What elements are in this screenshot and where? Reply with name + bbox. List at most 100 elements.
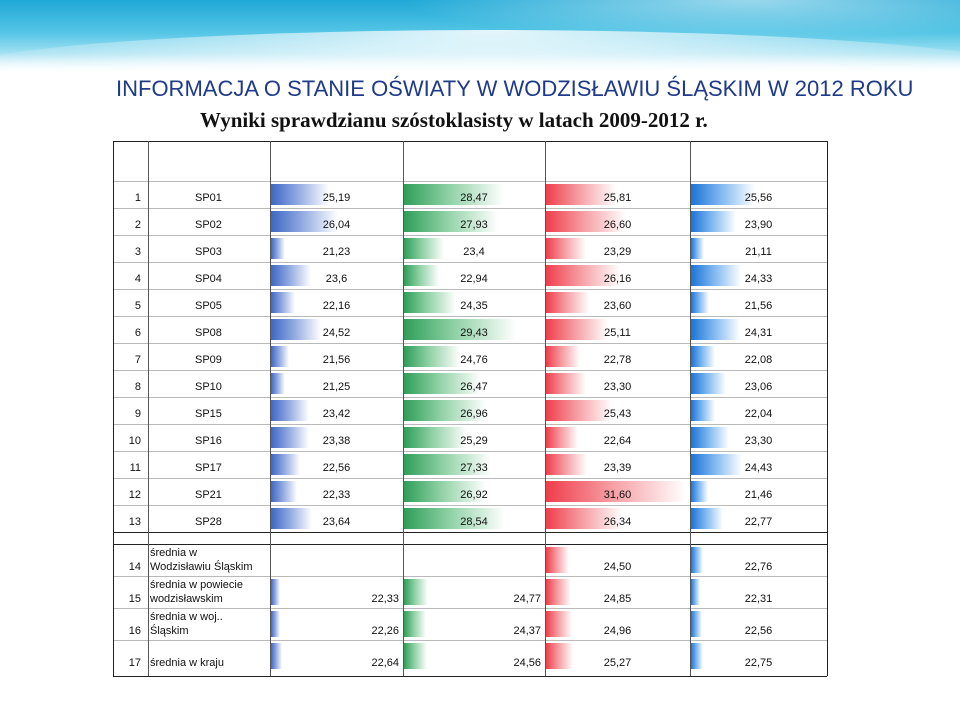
row-divider xyxy=(113,505,827,506)
score-value-2010: 27,33 xyxy=(460,462,488,474)
row-number: 7 xyxy=(134,354,141,366)
row-divider xyxy=(113,424,827,425)
score-value-2011: 23,39 xyxy=(603,462,632,474)
score-bar-2010 xyxy=(404,400,486,421)
averages-top-border xyxy=(113,544,827,545)
row-divider xyxy=(113,576,827,577)
average-bar-2012 xyxy=(691,643,703,669)
row-number: 2 xyxy=(134,219,141,231)
school-name: SP05 xyxy=(195,300,222,312)
score-bar-2009 xyxy=(271,454,300,475)
row-divider xyxy=(113,640,827,641)
score-bar-2010 xyxy=(404,184,504,205)
score-bar-2009 xyxy=(271,292,295,313)
row-divider xyxy=(113,289,827,290)
table-header-divider xyxy=(113,181,827,182)
average-value-2012: 22,75 xyxy=(744,657,773,669)
row-number: 5 xyxy=(134,300,141,312)
table-border-bottom xyxy=(113,676,827,677)
banner-fade xyxy=(0,54,960,74)
row-divider xyxy=(113,451,827,452)
average-value-2010: 24,77 xyxy=(513,593,541,605)
row-number: 11 xyxy=(129,462,141,474)
score-bar-2012 xyxy=(691,346,715,367)
column-divider xyxy=(545,141,546,676)
average-bar-2011 xyxy=(546,547,569,573)
score-value-2011: 25,43 xyxy=(603,408,632,420)
score-bar-2011 xyxy=(546,508,623,529)
score-value-2010: 26,47 xyxy=(460,381,488,393)
score-bar-2009 xyxy=(271,265,311,286)
score-value-2011: 25,81 xyxy=(603,192,632,204)
score-value-2012: 23,90 xyxy=(744,219,773,231)
score-bar-2011 xyxy=(546,454,587,475)
row-divider xyxy=(113,262,827,263)
column-divider xyxy=(690,141,691,676)
average-bar-2011 xyxy=(546,579,571,605)
column-divider xyxy=(270,141,271,676)
score-bar-2009 xyxy=(271,373,285,394)
score-value-2012: 21,11 xyxy=(745,246,772,258)
column-divider xyxy=(827,141,828,676)
row-divider xyxy=(113,370,827,371)
average-value-2012: 22,76 xyxy=(744,561,773,573)
score-value-2009: 22,56 xyxy=(322,462,351,474)
score-bar-2011 xyxy=(546,184,616,205)
score-bar-2011 xyxy=(546,319,608,340)
score-value-2012: 22,04 xyxy=(744,408,773,420)
score-bar-2011 xyxy=(546,238,586,259)
average-bar-2012 xyxy=(691,579,700,605)
score-bar-2010 xyxy=(404,373,481,394)
table-border-top xyxy=(113,141,827,142)
score-value-2009: 23,64 xyxy=(322,516,351,528)
score-bar-2012 xyxy=(691,184,755,205)
score-bar-2011 xyxy=(546,481,686,502)
score-bar-2010 xyxy=(404,265,439,286)
score-value-2009: 22,33 xyxy=(322,489,351,501)
score-bar-2012 xyxy=(691,292,709,313)
row-number: 15 xyxy=(128,593,141,605)
score-value-2009: 24,52 xyxy=(322,327,351,339)
score-bar-2010 xyxy=(404,211,498,232)
column-divider xyxy=(113,141,114,676)
average-label-line1: średnia w woj.. xyxy=(150,611,223,623)
score-value-2012: 23,06 xyxy=(744,381,773,393)
score-value-2009: 22,16 xyxy=(322,300,351,312)
average-bar-2011 xyxy=(546,643,573,669)
score-value-2010: 23,4 xyxy=(463,246,485,258)
score-value-2011: 23,60 xyxy=(603,300,632,312)
school-name: SP01 xyxy=(195,192,222,204)
average-label-line2: średnia w kraju xyxy=(150,657,224,669)
score-value-2012: 24,43 xyxy=(744,462,773,474)
score-value-2011: 22,64 xyxy=(603,435,632,447)
score-value-2010: 22,94 xyxy=(460,273,488,285)
score-bar-2012 xyxy=(691,400,715,421)
score-value-2011: 31,60 xyxy=(603,489,632,501)
average-bar-2009 xyxy=(271,611,280,637)
score-bar-2011 xyxy=(546,373,586,394)
row-number: 12 xyxy=(128,489,141,501)
average-value-2011: 24,96 xyxy=(603,625,632,637)
score-value-2010: 26,96 xyxy=(460,408,488,420)
school-name: SP15 xyxy=(195,408,222,420)
average-value-2009: 22,64 xyxy=(371,657,399,669)
score-bar-2010 xyxy=(404,346,460,367)
score-bar-2010 xyxy=(404,319,516,340)
score-bar-2011 xyxy=(546,211,626,232)
row-divider xyxy=(113,208,827,209)
school-name: SP04 xyxy=(195,273,222,285)
average-value-2009: 22,33 xyxy=(371,593,399,605)
score-bar-2009 xyxy=(271,481,297,502)
average-value-2010: 24,56 xyxy=(513,657,541,669)
score-bar-2009 xyxy=(271,211,338,232)
score-bar-2012 xyxy=(691,211,736,232)
average-value-2010: 24,37 xyxy=(513,625,541,637)
score-bar-2010 xyxy=(404,454,491,475)
score-bar-2010 xyxy=(404,238,444,259)
row-divider xyxy=(113,397,827,398)
header-banner xyxy=(0,0,960,74)
row-number: 1 xyxy=(134,192,141,204)
row-number: 9 xyxy=(134,408,141,420)
school-name: SP09 xyxy=(195,354,222,366)
average-value-2012: 22,56 xyxy=(744,625,773,637)
